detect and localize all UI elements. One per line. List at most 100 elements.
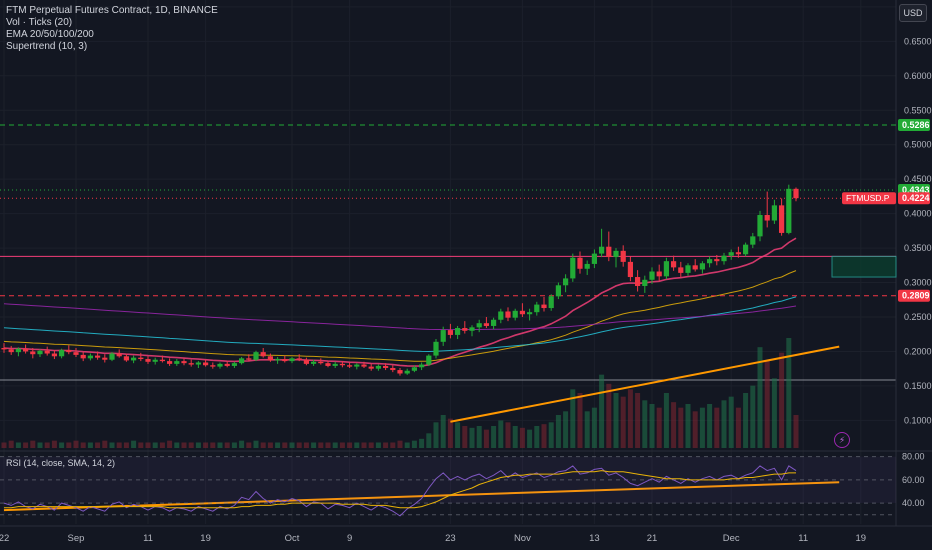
candle-body[interactable] bbox=[771, 205, 777, 221]
candle-body[interactable] bbox=[253, 352, 259, 360]
candle-body[interactable] bbox=[527, 312, 533, 315]
candle-body[interactable] bbox=[757, 215, 763, 237]
candle-body[interactable] bbox=[224, 363, 230, 366]
candle-body[interactable] bbox=[80, 354, 86, 359]
candle-body[interactable] bbox=[541, 304, 547, 309]
candle-body[interactable] bbox=[59, 350, 65, 357]
currency-button[interactable]: USD bbox=[899, 4, 927, 22]
candle-body[interactable] bbox=[195, 362, 201, 365]
candle-body[interactable] bbox=[404, 370, 410, 374]
candle-body[interactable] bbox=[37, 350, 43, 355]
candle-body[interactable] bbox=[318, 361, 324, 364]
candle-body[interactable] bbox=[419, 364, 425, 368]
vol-indicator-label[interactable]: Vol · Ticks (20) bbox=[6, 17, 73, 28]
candle-body[interactable] bbox=[131, 357, 137, 361]
candle-body[interactable] bbox=[174, 361, 180, 364]
trendlines[interactable] bbox=[3, 345, 840, 512]
candle-body[interactable] bbox=[469, 327, 475, 331]
candle-body[interactable] bbox=[267, 356, 273, 361]
candle-body[interactable] bbox=[411, 367, 417, 371]
candle-body[interactable] bbox=[167, 361, 173, 364]
candle-body[interactable] bbox=[289, 358, 295, 362]
symbol-badge[interactable] bbox=[842, 192, 896, 205]
price-axis[interactable]: 0.6500 0.6000 0.5500 0.5000 0.4500 0.4000 0.35… bbox=[842, 36, 932, 508]
candle-body[interactable] bbox=[239, 358, 245, 364]
candle-body[interactable] bbox=[246, 358, 252, 360]
candle-body[interactable] bbox=[102, 357, 108, 360]
price-trendline[interactable] bbox=[450, 345, 840, 423]
candle-body[interactable] bbox=[361, 364, 367, 367]
candle-body[interactable] bbox=[397, 370, 403, 374]
candle-body[interactable] bbox=[455, 328, 461, 335]
time-axis[interactable]: 22 Sep 11 19 Oct 9 23 Nov 13 21 Dec 11 19 bbox=[0, 533, 866, 544]
candle-body[interactable] bbox=[116, 353, 122, 357]
candle-body[interactable] bbox=[231, 363, 237, 366]
candle-body[interactable] bbox=[375, 365, 381, 369]
candle-body[interactable] bbox=[728, 252, 734, 256]
candle-body[interactable] bbox=[476, 323, 482, 328]
candle-body[interactable] bbox=[203, 362, 209, 366]
candle-body[interactable] bbox=[354, 364, 360, 367]
candle-body[interactable] bbox=[570, 257, 576, 279]
candle-body[interactable] bbox=[577, 257, 583, 269]
candle-body[interactable] bbox=[87, 355, 93, 359]
candle-body[interactable] bbox=[685, 265, 691, 273]
candle-body[interactable] bbox=[332, 363, 338, 366]
candle-body[interactable] bbox=[95, 355, 101, 358]
candle-body[interactable] bbox=[260, 352, 266, 357]
candle-body[interactable] bbox=[793, 188, 799, 199]
candle-body[interactable] bbox=[534, 304, 540, 313]
candle-body[interactable] bbox=[750, 236, 756, 245]
candle-body[interactable] bbox=[109, 353, 115, 360]
candle-body[interactable] bbox=[217, 363, 223, 367]
candle-body[interactable] bbox=[512, 310, 518, 318]
candle-body[interactable] bbox=[548, 296, 554, 309]
candle-body[interactable] bbox=[656, 271, 662, 277]
candle-body[interactable] bbox=[519, 310, 525, 315]
candle-body[interactable] bbox=[296, 358, 302, 360]
ema-indicator-label[interactable]: EMA 20/50/100/200 bbox=[6, 29, 94, 40]
candle-body[interactable] bbox=[447, 330, 453, 335]
candle-body[interactable] bbox=[563, 278, 569, 286]
candle-body[interactable] bbox=[707, 259, 713, 264]
candle-body[interactable] bbox=[368, 366, 374, 369]
candle-body[interactable] bbox=[138, 357, 144, 360]
candle-body[interactable] bbox=[721, 255, 727, 262]
candle-body[interactable] bbox=[152, 359, 158, 362]
candle-body[interactable] bbox=[123, 356, 129, 361]
candle-body[interactable] bbox=[51, 353, 57, 357]
candle-body[interactable] bbox=[390, 367, 396, 371]
candle-body[interactable] bbox=[1, 348, 7, 350]
candle-body[interactable] bbox=[275, 359, 281, 361]
candle-body[interactable] bbox=[210, 365, 216, 367]
candle-body[interactable] bbox=[613, 250, 619, 258]
candles[interactable] bbox=[1, 184, 799, 376]
candle-body[interactable] bbox=[663, 261, 669, 277]
candle-body[interactable] bbox=[671, 261, 677, 268]
candle-body[interactable] bbox=[699, 263, 705, 270]
candle-body[interactable] bbox=[555, 285, 561, 297]
candle-body[interactable] bbox=[303, 359, 309, 364]
candle-body[interactable] bbox=[642, 279, 648, 286]
candle-body[interactable] bbox=[692, 265, 698, 270]
rsi-trendline[interactable] bbox=[3, 481, 840, 512]
candle-body[interactable] bbox=[462, 328, 468, 331]
candle-body[interactable] bbox=[505, 311, 511, 318]
candle-body[interactable] bbox=[44, 350, 50, 354]
candle-body[interactable] bbox=[282, 359, 288, 362]
candle-body[interactable] bbox=[433, 341, 439, 356]
chart-title[interactable]: FTM Perpetual Futures Contract, 1D, BINA… bbox=[6, 5, 218, 16]
candle-body[interactable] bbox=[159, 359, 165, 362]
candle-body[interactable] bbox=[635, 277, 641, 286]
candle-body[interactable] bbox=[620, 250, 626, 262]
supertrend-indicator-label[interactable]: Supertrend (10, 3) bbox=[6, 41, 88, 52]
candle-body[interactable] bbox=[181, 361, 187, 364]
candle-body[interactable] bbox=[599, 246, 605, 254]
rsi-indicator-label[interactable]: RSI (14, close, SMA, 14, 2) bbox=[6, 458, 116, 468]
candle-body[interactable] bbox=[779, 205, 785, 233]
price-label-badge[interactable] bbox=[898, 192, 930, 205]
candle-body[interactable] bbox=[339, 363, 345, 366]
candle-body[interactable] bbox=[73, 352, 79, 355]
price-label-badge[interactable] bbox=[898, 119, 930, 132]
